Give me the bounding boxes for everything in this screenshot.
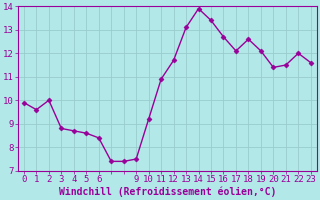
- X-axis label: Windchill (Refroidissement éolien,°C): Windchill (Refroidissement éolien,°C): [59, 187, 276, 197]
